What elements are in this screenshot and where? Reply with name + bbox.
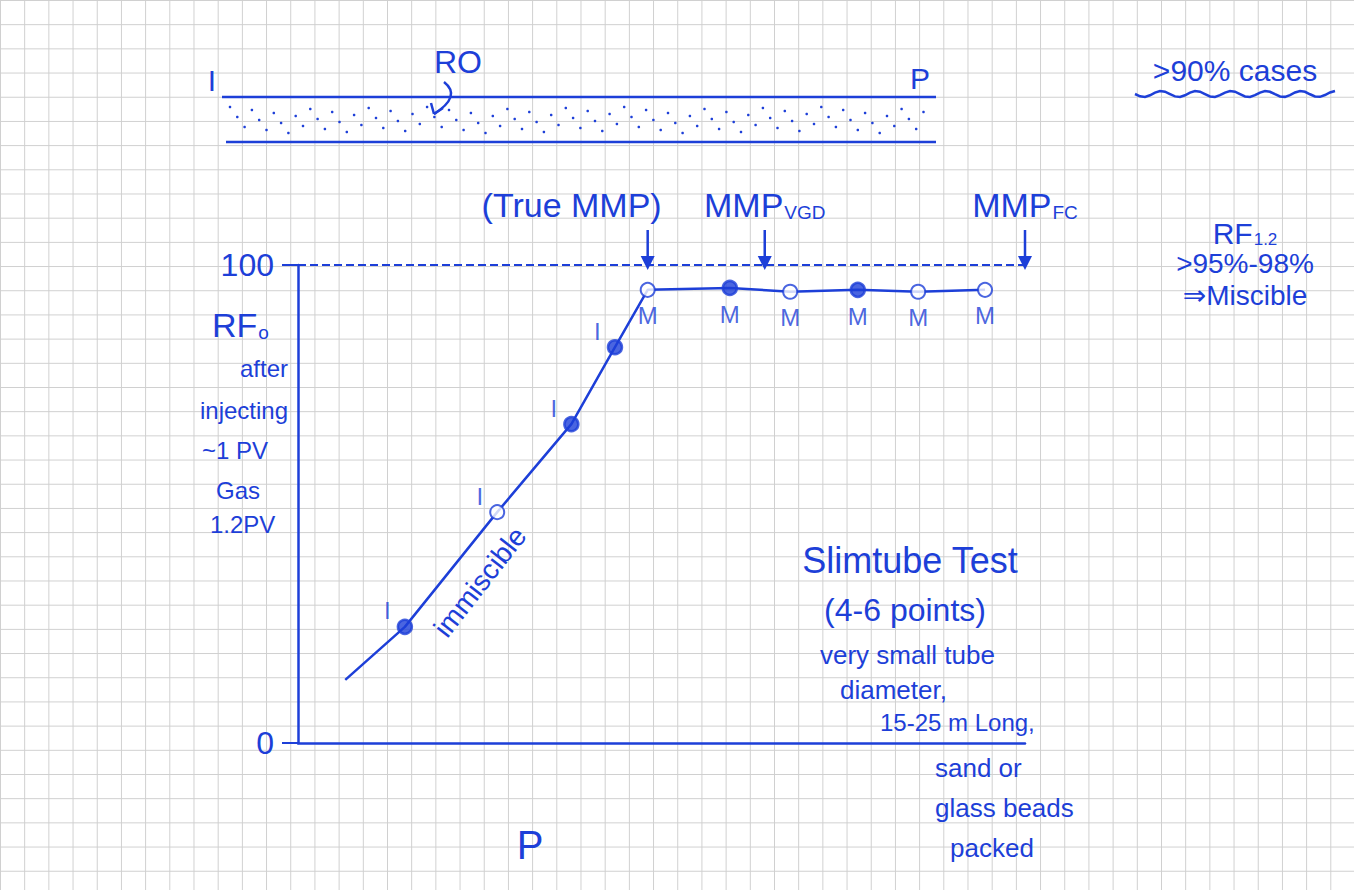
svg-text:1.2: 1.2 [1254, 230, 1278, 249]
svg-text:RF: RF [212, 306, 257, 344]
svg-text:~1 PV: ~1 PV [202, 437, 268, 464]
svg-text:I: I [208, 64, 216, 97]
svg-text:I: I [550, 395, 557, 422]
svg-text:diameter,: diameter, [840, 675, 947, 705]
svg-text:RO: RO [434, 44, 482, 80]
svg-text:100: 100 [221, 247, 274, 283]
svg-text:o: o [258, 322, 269, 343]
svg-text:RF: RF [1213, 217, 1253, 250]
svg-text:15-25 m Long,: 15-25 m Long, [880, 709, 1035, 736]
svg-text:M: M [848, 303, 868, 330]
svg-text:glass beads: glass beads [935, 793, 1074, 823]
svg-text:MMP: MMP [704, 186, 783, 224]
svg-text:P: P [910, 62, 930, 95]
svg-text:(4-6 points): (4-6 points) [824, 592, 986, 628]
svg-text:(True MMP): (True MMP) [482, 186, 662, 224]
svg-text:very small tube: very small tube [820, 640, 995, 670]
svg-text:sand or: sand or [935, 753, 1022, 783]
svg-text:1.2PV: 1.2PV [210, 511, 275, 538]
svg-text:FC: FC [1052, 202, 1077, 223]
svg-text:M: M [908, 304, 928, 331]
svg-text:I: I [477, 483, 484, 510]
svg-text:>95%-98%: >95%-98% [1176, 248, 1314, 279]
svg-text:MMP: MMP [972, 186, 1051, 224]
svg-text:M: M [720, 301, 740, 328]
svg-text:Slimtube Test: Slimtube Test [802, 540, 1017, 581]
svg-text:⇒Miscible: ⇒Miscible [1183, 280, 1308, 311]
svg-text:VGD: VGD [784, 202, 825, 223]
svg-text:immiscible: immiscible [428, 521, 533, 643]
svg-text:injecting: injecting [200, 397, 288, 424]
svg-text:M: M [780, 304, 800, 331]
svg-text:after: after [240, 355, 288, 382]
svg-text:M: M [975, 302, 995, 329]
svg-text:0: 0 [256, 725, 274, 761]
svg-text:P: P [517, 823, 544, 867]
svg-text:I: I [384, 597, 391, 624]
svg-text:M: M [638, 302, 658, 329]
svg-text:>90% cases: >90% cases [1153, 54, 1317, 87]
svg-text:packed: packed [950, 833, 1034, 863]
svg-text:Gas: Gas [216, 477, 260, 504]
svg-text:I: I [594, 318, 601, 345]
